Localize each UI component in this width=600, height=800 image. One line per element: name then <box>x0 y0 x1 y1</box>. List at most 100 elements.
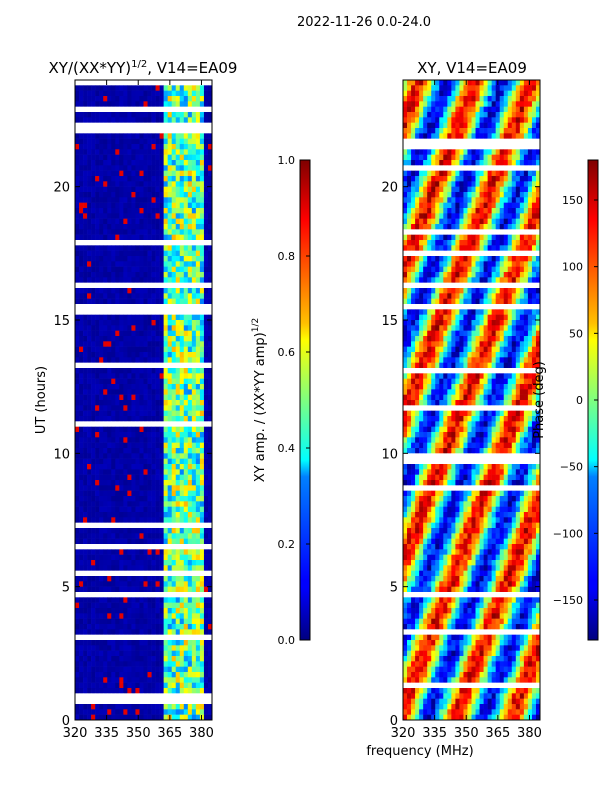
heatmap-cell <box>499 160 505 166</box>
heatmap-cell <box>87 624 92 630</box>
heatmap-cell <box>171 597 177 603</box>
heatmap-cell <box>135 592 140 598</box>
heatmap-cell <box>123 357 128 363</box>
heatmap-cell <box>95 490 100 497</box>
heatmap-cell <box>195 122 201 129</box>
heatmap-cell <box>471 165 476 171</box>
heatmap-cell <box>195 693 201 699</box>
heatmap-cell <box>199 629 205 635</box>
heatmap-cell <box>187 208 193 214</box>
heatmap-cell <box>183 469 189 475</box>
heatmap-cell <box>115 421 120 427</box>
heatmap-cell <box>111 80 116 86</box>
heatmap-cell <box>423 165 428 171</box>
heatmap-cell <box>435 80 440 86</box>
heatmap-cell <box>147 229 152 235</box>
heatmap-cell <box>503 186 509 193</box>
heatmap-cell <box>155 106 160 113</box>
heatmap-cell <box>147 170 152 177</box>
heatmap-cell <box>147 112 152 118</box>
heatmap-cell <box>163 458 168 465</box>
heatmap-cell <box>123 709 128 715</box>
heatmap-cell <box>119 512 124 518</box>
heatmap-cell <box>203 85 209 91</box>
heatmap-cell <box>147 560 152 566</box>
heatmap-cell <box>111 357 116 363</box>
heatmap-cell <box>187 90 193 97</box>
heatmap-cell <box>139 80 144 86</box>
heatmap-cell <box>135 624 140 630</box>
heatmap-cell <box>207 256 212 262</box>
heatmap-cell <box>419 160 424 166</box>
heatmap-cell <box>107 512 112 518</box>
heatmap-cell <box>203 282 209 289</box>
heatmap-cell <box>99 672 104 678</box>
heatmap-cell <box>195 426 201 433</box>
heatmap-cell <box>127 229 132 235</box>
heatmap-cell <box>103 202 108 209</box>
heatmap-cell <box>203 384 209 390</box>
heatmap-cell <box>83 688 88 694</box>
heatmap-cell <box>167 170 173 177</box>
heatmap-cell <box>91 650 96 657</box>
heatmap-cell <box>155 474 160 481</box>
heatmap-cell <box>131 576 136 582</box>
heatmap-cell <box>167 650 173 657</box>
heatmap-cell <box>119 453 124 459</box>
heatmap-cell <box>167 309 173 315</box>
heatmap-cell <box>87 394 92 401</box>
heatmap-cell <box>187 586 193 593</box>
heatmap-cell <box>143 624 148 630</box>
heatmap-cell <box>195 448 201 454</box>
heatmap-cell <box>135 101 140 107</box>
heatmap-cell <box>175 197 181 203</box>
heatmap-cell <box>171 122 177 129</box>
heatmap-cell <box>183 608 189 614</box>
heatmap-cell <box>151 576 156 582</box>
heatmap-cell <box>123 656 128 662</box>
heatmap-cell <box>99 469 104 475</box>
heatmap-cell <box>131 389 136 395</box>
heatmap-cell <box>447 213 452 219</box>
heatmap-cell <box>495 149 501 155</box>
colorbar-tick-label: 0.4 <box>278 442 296 455</box>
heatmap-cell <box>131 165 136 171</box>
heatmap-cell <box>191 704 197 710</box>
heatmap-cell <box>159 229 164 235</box>
heatmap-cell <box>171 394 177 401</box>
heatmap-cell <box>419 117 424 123</box>
heatmap-cell <box>131 640 136 646</box>
heatmap-cell <box>135 672 140 678</box>
heatmap-cell <box>95 512 100 518</box>
heatmap-cell <box>175 277 181 283</box>
heatmap-cell <box>203 682 209 689</box>
heatmap-cell <box>163 160 168 166</box>
heatmap-cell <box>167 346 173 353</box>
heatmap-cell <box>87 570 92 577</box>
heatmap-cell <box>155 624 160 630</box>
heatmap-cell <box>535 96 540 102</box>
heatmap-cell <box>199 165 205 171</box>
heatmap-cell <box>123 528 128 534</box>
heatmap-cell <box>75 261 80 267</box>
heatmap-cell <box>127 352 132 358</box>
heatmap-cell <box>127 309 132 315</box>
heatmap-cell <box>147 421 152 427</box>
heatmap-cell <box>503 181 509 187</box>
heatmap-cell <box>207 261 212 267</box>
heatmap-cell <box>171 410 177 417</box>
heatmap-cell <box>151 229 156 235</box>
heatmap-cell <box>135 480 140 486</box>
heatmap-cell <box>447 176 452 182</box>
heatmap-cell <box>159 373 164 379</box>
heatmap-cell <box>119 346 124 353</box>
heatmap-cell <box>91 336 96 342</box>
heatmap-cell <box>191 698 197 705</box>
heatmap-cell <box>419 138 424 145</box>
heatmap-cell <box>139 352 144 358</box>
heatmap-cell <box>139 677 144 683</box>
heatmap-cell <box>435 138 440 145</box>
heatmap-cell <box>131 346 136 353</box>
heatmap-cell <box>123 197 128 203</box>
heatmap-cell <box>107 389 112 395</box>
